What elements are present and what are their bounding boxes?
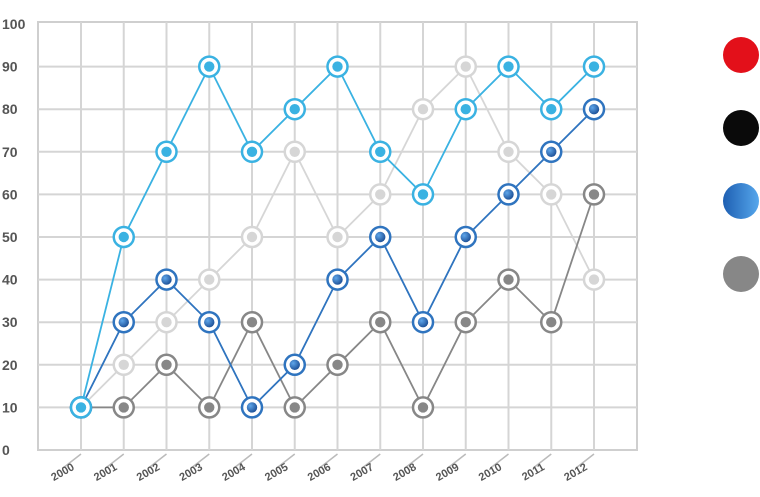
y-tick-label: 80 [2,101,18,117]
x-tick-mark [532,453,552,469]
x-tick-mark [233,453,253,469]
y-tick-label: 0 [2,442,10,458]
data-point-center [246,317,258,328]
data-point-center [332,274,343,285]
data-point-center [546,104,557,115]
data-point-center [289,146,300,157]
x-tick-label: 2007 [349,461,376,484]
data-point-center [460,317,471,328]
data-point-center [118,317,129,328]
x-tick-label: 2005 [263,461,290,484]
data-point-center [75,402,87,413]
data-point-center [503,146,514,157]
data-point-center [588,104,600,115]
x-tick-label: 2003 [178,461,205,484]
data-point-center [246,146,258,157]
data-point-center [375,231,386,243]
data-point-center [375,146,386,157]
data-point-center [460,61,471,72]
data-point-center [417,402,429,413]
legend-swatch [723,37,759,73]
x-tick-label: 2001 [92,461,119,484]
data-point-center [246,402,258,413]
y-tick-label: 20 [2,357,18,373]
y-tick-label: 60 [2,186,18,202]
legend-swatch [723,256,759,292]
data-point-center [375,189,386,200]
data-point-center [289,104,300,115]
data-point-center [503,274,514,285]
data-point-center [118,231,129,243]
x-tick-mark [276,453,296,469]
data-point-center [246,231,258,243]
x-tick-label: 2006 [306,461,333,484]
chart-grid [37,21,638,451]
x-tick-mark [190,453,210,469]
x-tick-label: 2010 [477,461,504,484]
x-tick-label: 2008 [391,461,418,484]
series-1 [69,183,606,419]
data-point-center [503,189,514,200]
y-tick-label: 90 [2,59,18,75]
y-tick-label: 70 [2,144,18,160]
data-point-center [204,402,215,413]
data-point-center [289,402,300,413]
data-point-center [546,317,557,328]
x-tick-label: 2004 [220,461,248,484]
data-point-center [289,359,300,370]
data-point-center [546,146,557,157]
data-point-center [332,61,343,72]
x-tick-mark [490,453,509,469]
x-tick-label: 2012 [562,461,589,484]
y-tick-label: 30 [2,314,18,330]
data-point-center [332,231,343,243]
data-point-center [417,189,429,200]
data-point-center [460,104,471,115]
data-point-center [375,317,386,328]
data-point-center [118,359,129,370]
legend-swatch [723,183,759,219]
data-point-center [161,317,172,328]
data-point-center [503,61,514,72]
data-point-center [588,274,600,285]
x-tick-mark [319,453,338,469]
x-tick-mark [62,453,82,469]
data-point-center [332,359,343,370]
data-point-center [204,317,215,328]
series-3 [69,55,606,419]
data-point-center [118,402,129,413]
x-tick-mark [148,453,167,469]
y-tick-label: 50 [2,229,18,245]
x-tick-label: 2011 [520,461,547,483]
legend-swatch [723,110,759,146]
data-point-center [417,104,429,115]
x-tick-label: 2002 [135,461,162,484]
data-point-center [161,274,172,285]
y-tick-label: 100 [2,16,26,32]
y-tick-label: 40 [2,272,18,288]
data-point-center [588,189,600,200]
y-axis-ticks: 0 10 20 30 40 50 60 70 80 90 100 [2,16,26,458]
x-tick-mark [575,453,595,469]
x-tick-mark [404,453,424,469]
data-point-center [161,359,172,370]
x-tick-mark [447,453,467,469]
data-point-center [204,274,215,285]
x-tick-label: 2009 [434,461,461,484]
data-point-center [546,189,557,200]
x-tick-mark [105,453,125,469]
y-tick-label: 10 [2,399,18,415]
chart-series [69,55,606,419]
x-tick-mark [361,453,381,469]
legend [723,37,759,292]
data-point-center [460,231,471,243]
x-axis-ticks: 2000 2001 2002 2003 2004 2005 2006 2007 2008 2009… [49,453,595,484]
x-tick-label: 2000 [49,461,76,484]
data-point-center [161,146,172,157]
data-point-center [204,61,215,72]
data-point-center [417,317,429,328]
data-point-center [588,61,600,72]
